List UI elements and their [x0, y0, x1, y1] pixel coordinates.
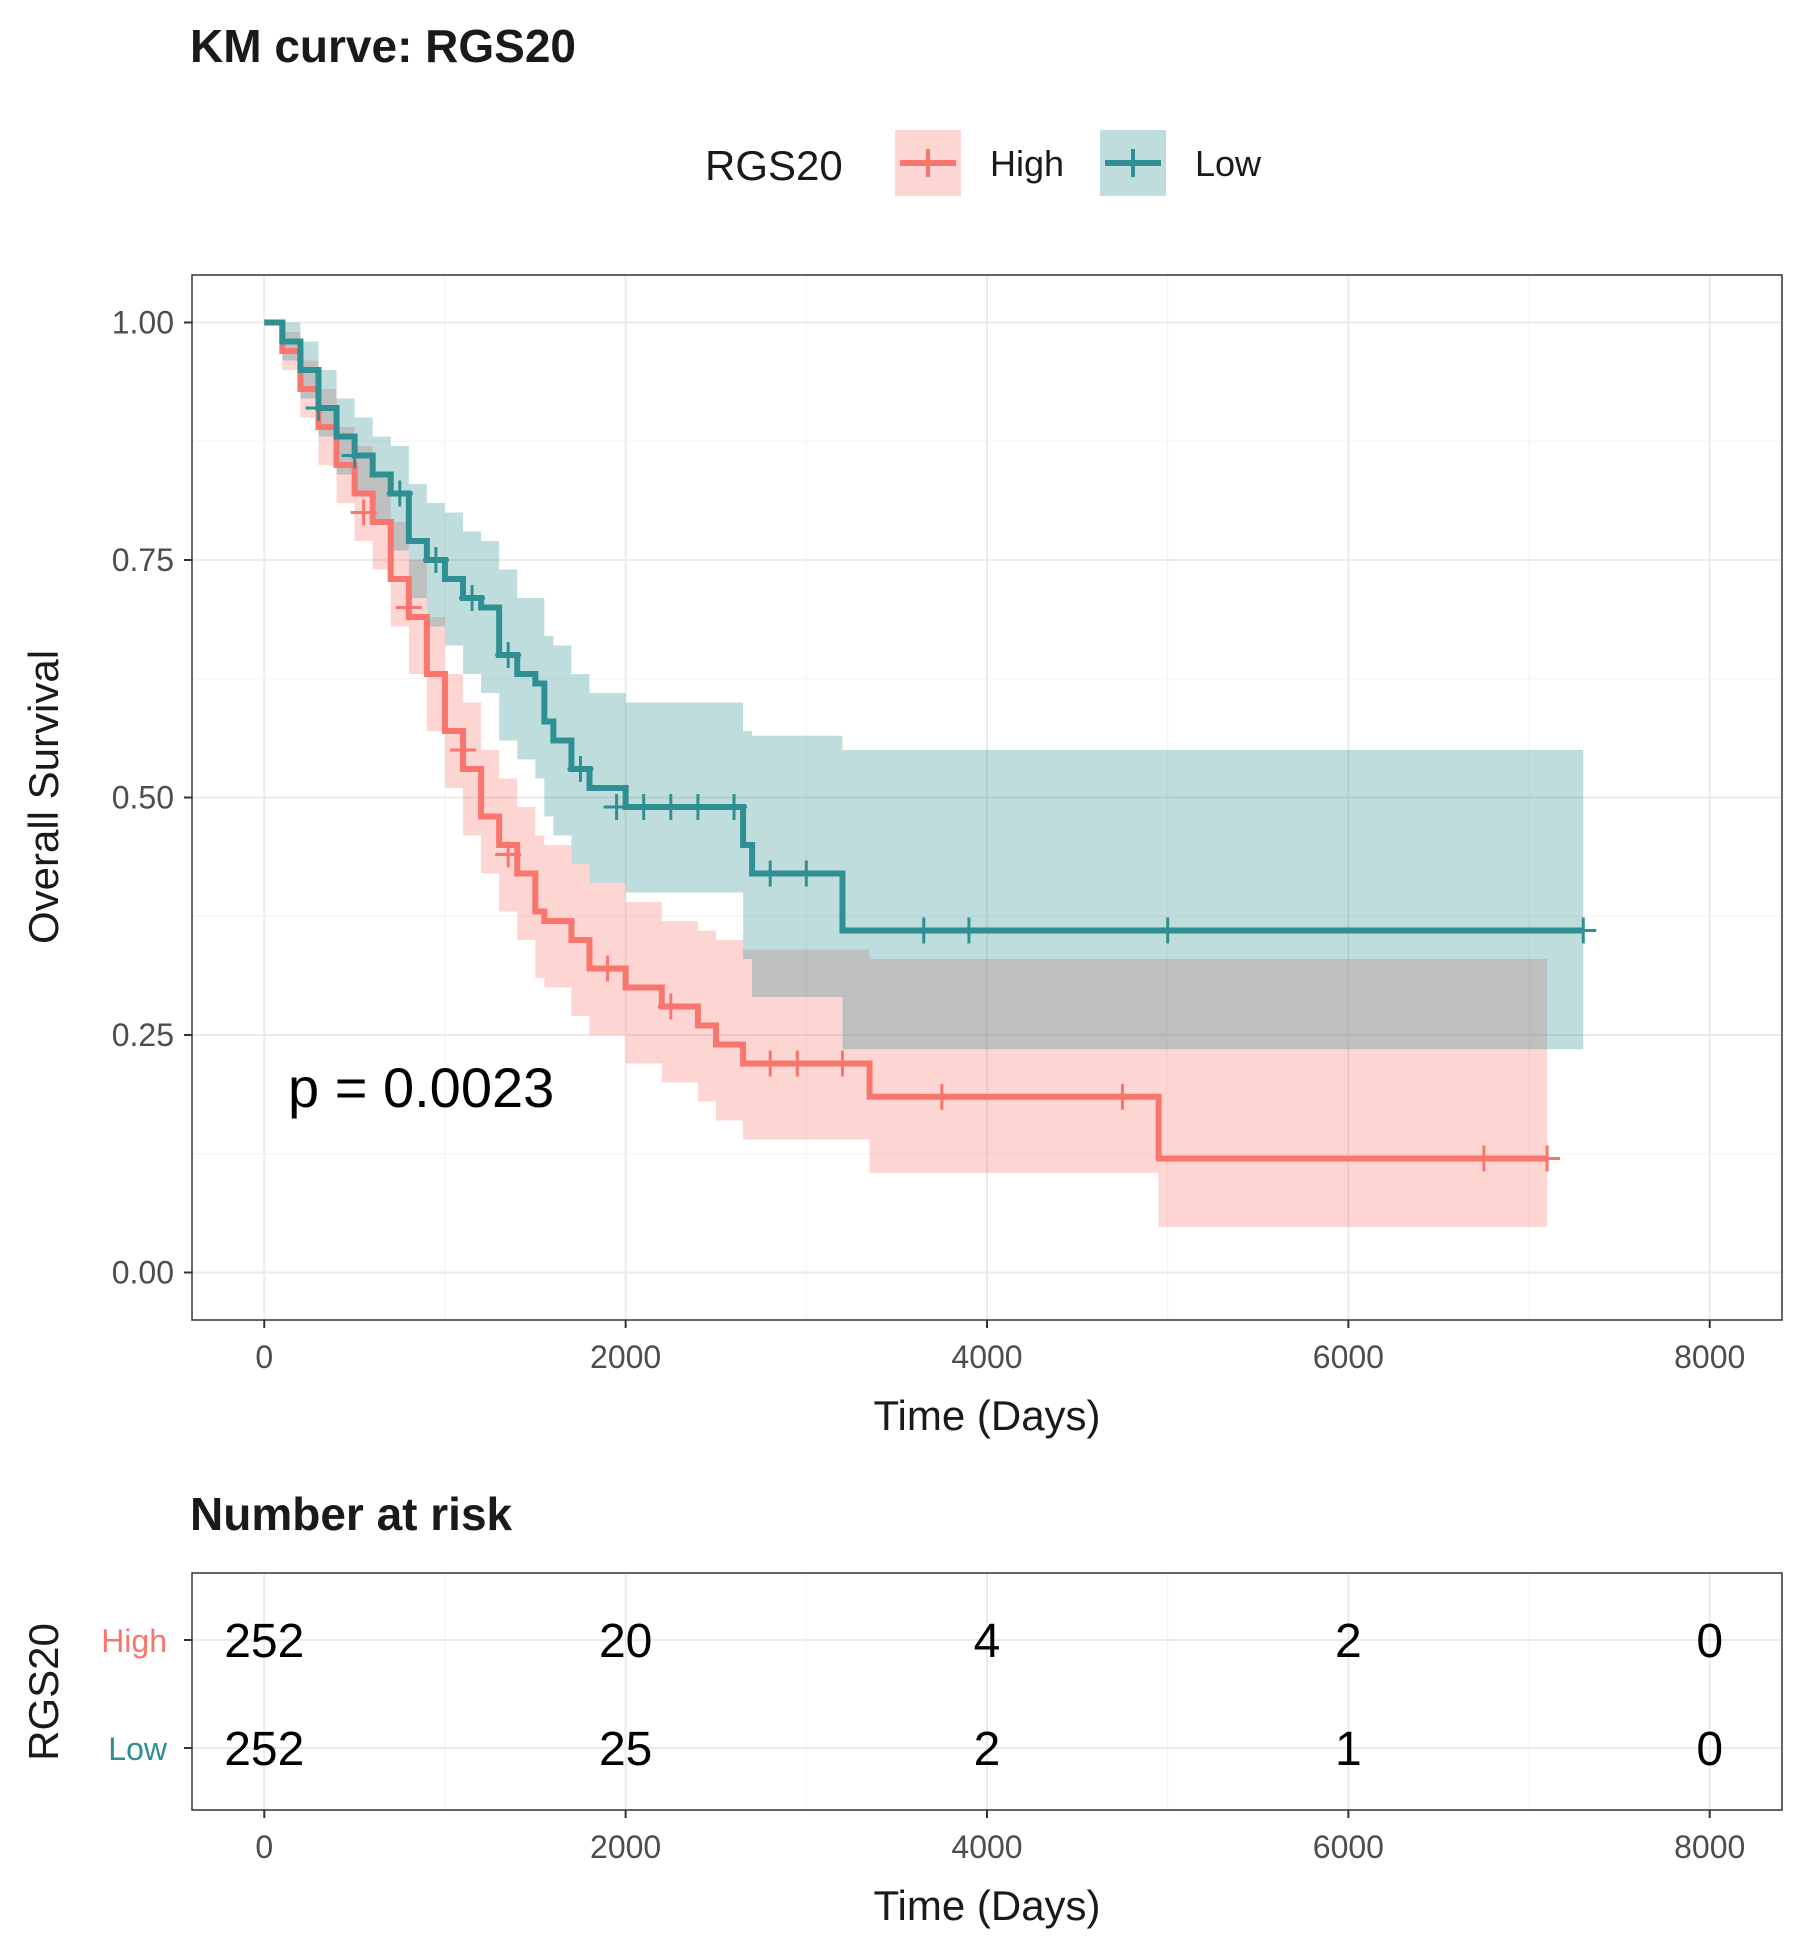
risk-count-low: 252 [224, 1723, 304, 1776]
chart-title: KM curve: RGS20 [190, 20, 576, 72]
ci-band-high [264, 322, 1548, 1227]
risk-count-low: 2 [974, 1723, 1001, 1776]
km-y-tick-label: 0.25 [112, 1017, 174, 1053]
risk-x-tick-label: 0 [255, 1829, 273, 1865]
risk-x-axis: 0 2000 4000 6000 8000 [255, 1810, 1745, 1865]
risk-y-axis-title: RGS20 [20, 1623, 67, 1761]
risk-count-low: 1 [1335, 1723, 1362, 1776]
km-x-tick-label: 2000 [590, 1339, 661, 1375]
risk-x-tick-label: 2000 [590, 1829, 661, 1865]
risk-count-low: 25 [599, 1723, 652, 1776]
km-gridlines [192, 275, 1782, 1320]
km-x-tick-label: 8000 [1674, 1339, 1745, 1375]
legend-label-high: High [990, 143, 1064, 184]
km-y-tick-label: 1.00 [112, 305, 174, 341]
p-value-annotation: p = 0.0023 [288, 1056, 554, 1119]
ci-band-low [264, 322, 1584, 1050]
risk-row-label-low: Low [108, 1731, 168, 1767]
risk-x-tick-label: 8000 [1674, 1829, 1745, 1865]
km-x-axis-title: Time (Days) [873, 1392, 1100, 1439]
km-censor-marks [305, 395, 1597, 1172]
km-x-tick-label: 0 [255, 1339, 273, 1375]
risk-count-high: 20 [599, 1615, 652, 1668]
km-confidence-bands [264, 322, 1584, 1227]
risk-y-axis: High Low [101, 1623, 192, 1767]
legend: RGS20 High Low [705, 130, 1262, 196]
km-x-tick-label: 6000 [1313, 1339, 1384, 1375]
legend-title: RGS20 [705, 142, 843, 189]
risk-count-high: 252 [224, 1615, 304, 1668]
risk-count-high: 2 [1335, 1615, 1362, 1668]
risk-x-axis-title: Time (Days) [873, 1882, 1100, 1929]
km-y-axis-title: Overall Survival [20, 650, 67, 944]
km-y-tick-label: 0.50 [112, 780, 174, 816]
risk-table-title: Number at risk [190, 1488, 513, 1540]
risk-count-high: 4 [974, 1615, 1001, 1668]
survival-curve-high [264, 319, 1548, 1162]
risk-x-tick-label: 4000 [951, 1829, 1022, 1865]
km-y-axis: 0.00 0.25 0.50 0.75 1.00 [112, 305, 192, 1291]
risk-row-label-high: High [101, 1623, 167, 1659]
km-x-tick-label: 4000 [951, 1339, 1022, 1375]
km-x-axis: 0 2000 4000 6000 8000 [255, 1320, 1745, 1375]
risk-x-tick-label: 6000 [1313, 1829, 1384, 1865]
risk-gridlines [192, 1573, 1782, 1810]
risk-count-low: 0 [1696, 1723, 1723, 1776]
risk-count-high: 0 [1696, 1615, 1723, 1668]
km-y-tick-label: 0.75 [112, 542, 174, 578]
km-plot-panel: p = 0.0023 [191, 274, 1783, 1321]
km-y-tick-label: 0.00 [112, 1255, 174, 1291]
legend-label-low: Low [1195, 143, 1262, 184]
